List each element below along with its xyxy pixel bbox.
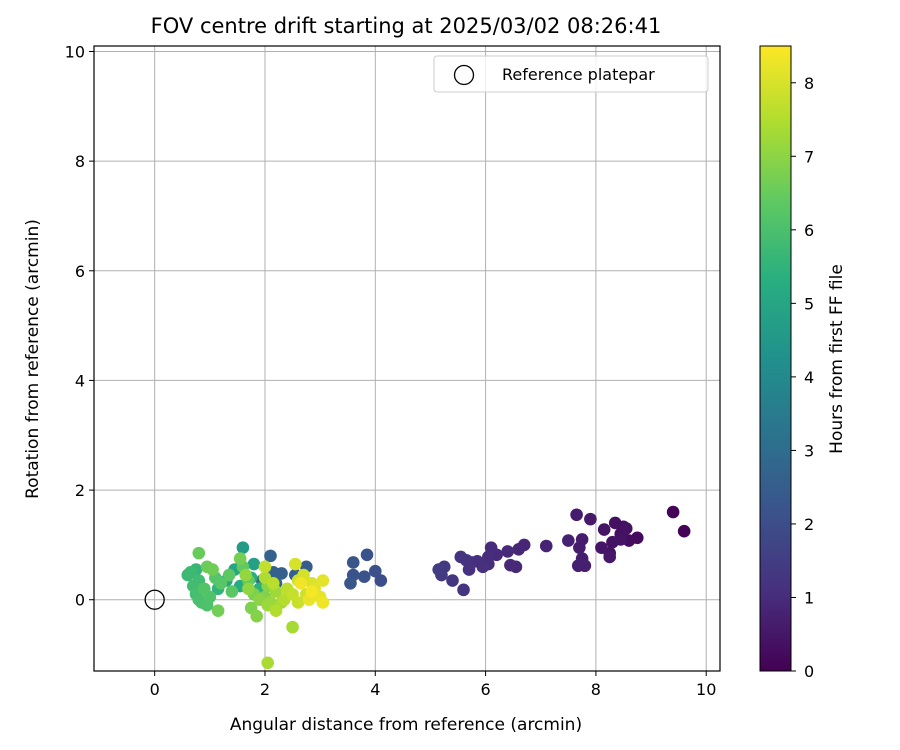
scatter-point	[504, 558, 517, 572]
scatter-point	[595, 541, 608, 554]
axis-ticks: 0 2 4 6 8 10 0 2 4 6 8 10	[65, 42, 717, 699]
scatter-point	[269, 604, 283, 617]
reference-platepar-marker	[144, 589, 165, 610]
scatter-point	[512, 542, 525, 556]
colorbar-label: Hours from first FF file	[827, 264, 847, 454]
scatter-point	[501, 545, 514, 558]
scatter-point	[264, 549, 277, 563]
scatter-point	[446, 574, 459, 587]
scatter-point	[211, 604, 225, 617]
scatter-point	[374, 574, 388, 587]
colorbar-gradient	[759, 45, 792, 672]
scatter-point	[346, 556, 360, 569]
x-tick-label: 0	[150, 680, 160, 699]
y-tick-label: 6	[75, 262, 85, 281]
legend-label: Reference platepar	[502, 65, 655, 84]
scatter-point	[677, 524, 691, 538]
colorbar-tick-label: 1	[804, 588, 814, 607]
scatter-point	[316, 574, 330, 587]
scatter-point	[360, 548, 374, 562]
scatter-point	[198, 582, 211, 596]
y-tick-label: 4	[75, 371, 85, 390]
scatter-point	[614, 533, 628, 546]
x-tick-label: 6	[481, 680, 491, 699]
scatter-point	[233, 552, 247, 565]
data-points	[181, 505, 691, 670]
colorbar-tick-label: 3	[804, 441, 814, 460]
scatter-point	[608, 516, 622, 530]
scatter-point	[239, 568, 252, 582]
scatter-point	[242, 582, 255, 596]
scatter-point	[316, 596, 330, 609]
plot-frame	[93, 45, 721, 672]
scatter-point	[562, 534, 575, 547]
colorbar-tick-label: 2	[804, 515, 814, 534]
x-tick-label: 10	[696, 680, 716, 699]
colorbar-tick-label: 7	[804, 147, 814, 166]
colorbar-tick-label: 6	[804, 221, 814, 240]
colorbar-tick-label: 0	[804, 662, 814, 681]
scatter-point	[666, 505, 680, 519]
scatter-point	[266, 576, 280, 590]
scatter-point	[603, 550, 616, 564]
legend: Reference platepar	[433, 55, 709, 93]
scatter-point	[236, 541, 250, 554]
scatter-point	[222, 568, 236, 582]
colorbar-tick-label: 5	[804, 294, 814, 313]
scatter-point	[261, 656, 275, 670]
scatter-point	[258, 560, 272, 574]
scatter-point	[357, 570, 371, 584]
scatter-point	[571, 559, 585, 573]
scatter-point	[573, 541, 586, 554]
scatter-point	[570, 508, 583, 522]
x-axis-label: Angular distance from reference (arcmin)	[230, 715, 582, 735]
scatter-point	[457, 583, 470, 597]
x-tick-label: 8	[591, 680, 601, 699]
scatter-point	[247, 557, 261, 571]
scatter-point	[619, 522, 633, 535]
scatter-point	[305, 585, 319, 598]
scatter-point	[539, 539, 553, 553]
scatter-point	[432, 563, 446, 576]
scatter-point	[344, 576, 357, 590]
scatter-point	[286, 620, 299, 634]
x-tick-label: 2	[260, 680, 270, 699]
y-axis-label: Rotation from reference (arcmin)	[23, 219, 43, 499]
scatter-point	[225, 585, 239, 598]
y-tick-label: 2	[75, 481, 85, 500]
scatter-point	[291, 596, 305, 609]
legend-box	[433, 55, 709, 93]
y-tick-label: 8	[75, 152, 85, 171]
colorbar-tick-label: 8	[804, 74, 814, 93]
scatter-point	[214, 576, 228, 590]
scatter-point	[584, 512, 597, 526]
grid	[94, 46, 720, 671]
colorbar-tick-label: 4	[804, 368, 814, 387]
scatter-point	[597, 523, 611, 536]
reference-marker-layer	[144, 589, 165, 610]
scatter-point	[206, 563, 219, 576]
chart-title: FOV centre drift starting at 2025/03/02 …	[151, 14, 662, 38]
colorbar: 0 1 2 3 4 5 6 7 8 Hours from first FF file	[759, 45, 847, 681]
scatter-point	[454, 550, 468, 564]
scatter-point	[192, 546, 206, 560]
legend-marker-icon	[453, 64, 475, 86]
scatter-point	[289, 557, 302, 571]
scatter-point	[294, 576, 308, 590]
y-tick-label: 10	[65, 42, 85, 61]
x-tick-label: 4	[370, 680, 380, 699]
scatter-point	[250, 609, 264, 623]
y-tick-label: 0	[75, 591, 85, 610]
scatter-point	[184, 566, 197, 579]
scatter-point	[368, 564, 382, 578]
